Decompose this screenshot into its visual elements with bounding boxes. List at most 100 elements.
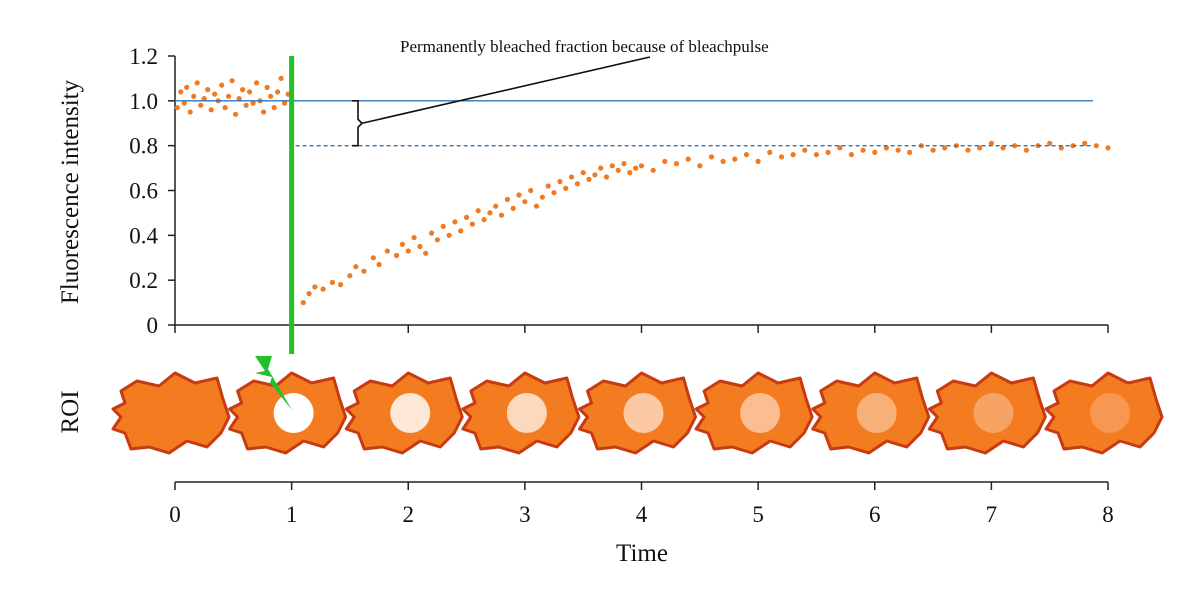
data-point <box>320 286 326 292</box>
data-point <box>1093 143 1099 149</box>
data-point <box>813 152 820 158</box>
data-point <box>522 199 528 205</box>
data-point <box>528 187 534 194</box>
bleached-spot <box>623 393 664 433</box>
data-point <box>551 190 557 196</box>
data-point <box>178 89 184 95</box>
data-point <box>198 102 204 108</box>
bleach-time-marker <box>289 56 295 354</box>
cell-icon <box>1044 371 1164 455</box>
data-point <box>965 147 971 153</box>
bleached-fraction-bracket <box>352 100 364 147</box>
y-tick-label: 1.0 <box>129 89 158 114</box>
data-point <box>603 174 610 180</box>
data-point <box>586 176 592 182</box>
data-point <box>261 109 267 115</box>
data-points <box>174 75 1111 306</box>
bleached-spot <box>390 393 431 433</box>
data-point <box>254 80 260 86</box>
data-point <box>411 235 417 241</box>
data-point <box>278 75 284 81</box>
data-point <box>458 228 464 234</box>
annotation-leader-line <box>361 56 651 125</box>
data-point <box>755 158 761 164</box>
x-tick-label: 8 <box>1102 502 1114 527</box>
x-tick-label: 5 <box>752 502 764 527</box>
annotation-text: Permanently bleached fraction because of… <box>400 37 769 56</box>
data-point <box>848 152 855 158</box>
data-point <box>384 248 390 254</box>
data-point <box>312 284 318 290</box>
data-point <box>338 282 344 288</box>
data-point <box>271 105 277 111</box>
data-point <box>942 145 948 151</box>
data-point <box>475 208 481 214</box>
data-point <box>184 84 190 90</box>
data-point <box>201 96 207 102</box>
data-point <box>191 93 197 99</box>
data-point <box>685 156 691 162</box>
data-point <box>615 167 621 173</box>
x-tick-label: 2 <box>403 502 415 527</box>
data-point <box>837 145 843 151</box>
data-point <box>697 163 703 169</box>
data-point <box>429 230 435 236</box>
data-point <box>872 149 878 155</box>
data-point <box>673 161 680 167</box>
cell-icon <box>461 371 581 455</box>
bleached-spot <box>273 393 314 433</box>
data-point <box>240 87 246 93</box>
data-point <box>174 105 180 111</box>
bleached-spot <box>856 393 897 433</box>
data-point <box>516 192 522 198</box>
data-point <box>609 163 615 169</box>
data-point <box>825 149 831 155</box>
data-point <box>264 84 270 90</box>
y-tick-label: 0.4 <box>129 223 158 248</box>
data-point <box>440 223 446 229</box>
data-point <box>545 183 551 189</box>
bleached-spot <box>1090 393 1130 433</box>
x-tick-label: 4 <box>636 502 648 527</box>
data-point <box>907 149 913 155</box>
cell-icon <box>811 371 931 455</box>
data-point <box>720 158 726 164</box>
lightning-bolt-icon <box>255 356 292 410</box>
data-point <box>481 217 487 223</box>
data-point <box>194 80 200 86</box>
bleached-spot <box>506 393 547 433</box>
data-point <box>452 219 458 225</box>
data-point <box>732 156 738 162</box>
data-point <box>394 252 400 259</box>
data-point <box>282 100 288 106</box>
data-point <box>268 93 274 99</box>
data-point <box>708 154 715 160</box>
y-axis-title: Fluorescence intensity <box>57 79 84 304</box>
data-point <box>988 140 995 146</box>
cell-icon <box>228 371 348 455</box>
data-point <box>1047 140 1053 146</box>
data-point <box>650 167 656 173</box>
data-point <box>219 82 225 88</box>
data-point <box>205 87 211 93</box>
data-point <box>493 203 499 209</box>
bleached-spot <box>973 393 1014 433</box>
cell-icon <box>694 371 814 455</box>
data-point <box>226 93 232 99</box>
data-point <box>423 250 429 256</box>
roi-label: ROI <box>57 390 84 433</box>
data-point <box>469 221 475 227</box>
data-point <box>539 194 546 200</box>
data-point <box>464 214 470 220</box>
x-tick-label: 1 <box>286 502 298 527</box>
data-point <box>187 109 193 115</box>
data-point <box>802 147 808 153</box>
data-point <box>574 181 581 187</box>
data-point <box>306 291 312 297</box>
data-point <box>361 268 367 274</box>
roi-cells <box>111 371 1164 455</box>
data-point <box>250 100 256 106</box>
data-point <box>1058 145 1064 151</box>
data-point <box>568 174 575 180</box>
